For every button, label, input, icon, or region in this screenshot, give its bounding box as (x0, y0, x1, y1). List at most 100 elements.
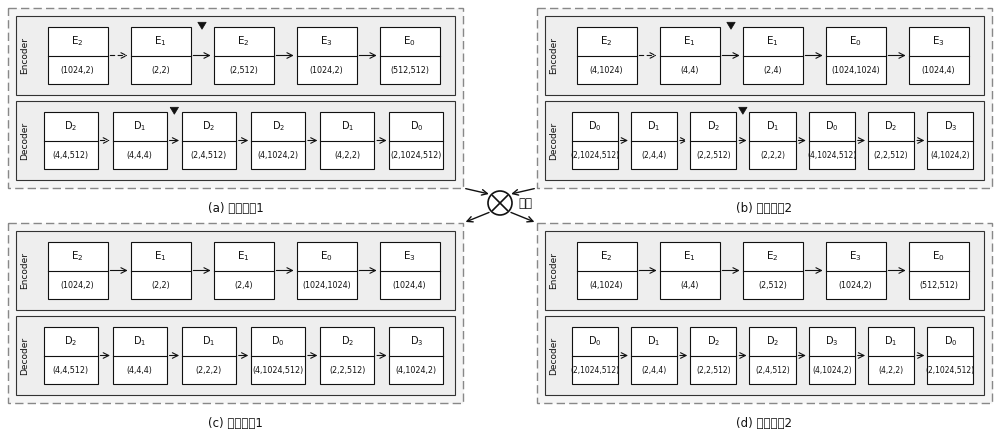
Text: Decoder: Decoder (20, 121, 30, 159)
Text: Encoder: Encoder (20, 252, 30, 289)
Text: (2,4,4): (2,4,4) (641, 366, 667, 375)
Text: $\mathregular{E}_{1}$: $\mathregular{E}_{1}$ (154, 35, 167, 48)
Bar (380, 27, 440, 84)
Bar (320, 112, 374, 169)
Bar (572, 112, 618, 169)
Text: $\mathregular{D}_{0}$: $\mathregular{D}_{0}$ (410, 119, 423, 133)
Text: (2,4,512): (2,4,512) (191, 152, 227, 160)
Bar (380, 242, 440, 299)
Text: (512,512): (512,512) (919, 281, 958, 290)
Text: (c) 子代个体1: (c) 子代个体1 (208, 417, 263, 430)
Text: $\mathregular{E}_{1}$: $\mathregular{E}_{1}$ (154, 249, 167, 263)
Text: $\mathregular{E}_{0}$: $\mathregular{E}_{0}$ (403, 35, 416, 48)
Bar (545, 316, 984, 395)
Text: $\mathregular{E}_{2}$: $\mathregular{E}_{2}$ (71, 35, 84, 48)
Bar (809, 327, 855, 384)
Bar (16, 231, 455, 310)
Text: (2,2,512): (2,2,512) (696, 152, 731, 160)
Text: $\mathregular{E}_{3}$: $\mathregular{E}_{3}$ (849, 249, 862, 263)
Text: (1024,2): (1024,2) (61, 281, 94, 290)
Text: (2,2,2): (2,2,2) (760, 152, 785, 160)
Text: (2,2,2): (2,2,2) (196, 366, 222, 375)
Bar (389, 112, 443, 169)
Bar (113, 112, 167, 169)
Text: $\mathregular{D}_{3}$: $\mathregular{D}_{3}$ (944, 119, 957, 133)
Bar (44, 327, 98, 384)
Text: (2,1024,512): (2,1024,512) (570, 366, 619, 375)
Bar (927, 327, 973, 384)
Bar (545, 16, 984, 95)
Text: (1024,2): (1024,2) (310, 66, 343, 75)
Text: (2,1024,512): (2,1024,512) (926, 366, 975, 375)
Bar (908, 242, 968, 299)
Bar (545, 231, 984, 310)
Text: (2,4,512): (2,4,512) (755, 366, 790, 375)
Bar (48, 242, 108, 299)
Bar (690, 112, 736, 169)
Text: $\mathregular{D}_{0}$: $\mathregular{D}_{0}$ (588, 119, 601, 133)
Text: $\mathregular{E}_{0}$: $\mathregular{E}_{0}$ (849, 35, 862, 48)
Bar (537, 223, 992, 403)
Bar (113, 327, 167, 384)
Bar (8, 223, 463, 403)
Text: (2,4): (2,4) (763, 66, 782, 75)
Bar (572, 327, 618, 384)
Bar (48, 27, 108, 84)
Text: (2,1024,512): (2,1024,512) (391, 152, 442, 160)
Text: $\mathregular{D}_{2}$: $\mathregular{D}_{2}$ (64, 334, 77, 348)
Text: (4,2,2): (4,2,2) (879, 366, 904, 375)
Polygon shape (198, 22, 206, 29)
Text: $\mathregular{E}_{3}$: $\mathregular{E}_{3}$ (403, 249, 416, 263)
Text: (2,1024,512): (2,1024,512) (570, 152, 619, 160)
Bar (742, 242, 802, 299)
Text: (1024,2): (1024,2) (839, 281, 872, 290)
Text: (4,1024): (4,1024) (590, 66, 623, 75)
Text: $\mathregular{D}_{3}$: $\mathregular{D}_{3}$ (410, 334, 423, 348)
Text: $\mathregular{E}_{3}$: $\mathregular{E}_{3}$ (320, 35, 333, 48)
Bar (16, 16, 455, 95)
Text: (4,4): (4,4) (680, 66, 699, 75)
Text: (1024,1024): (1024,1024) (831, 66, 880, 75)
Text: $\mathregular{D}_{1}$: $\mathregular{D}_{1}$ (884, 334, 898, 348)
Text: $\mathregular{E}_{2}$: $\mathregular{E}_{2}$ (766, 249, 779, 263)
Bar (44, 112, 98, 169)
Bar (8, 8, 463, 188)
Text: $\mathregular{E}_{3}$: $\mathregular{E}_{3}$ (932, 35, 945, 48)
Text: $\mathregular{D}_{2}$: $\mathregular{D}_{2}$ (884, 119, 898, 133)
Text: (1024,4): (1024,4) (922, 66, 955, 75)
Text: $\mathregular{E}_{1}$: $\mathregular{E}_{1}$ (683, 35, 696, 48)
Text: $\mathregular{D}_{2}$: $\mathregular{D}_{2}$ (766, 334, 779, 348)
Text: $\mathregular{E}_{2}$: $\mathregular{E}_{2}$ (237, 35, 250, 48)
Bar (742, 27, 802, 84)
Text: (1024,1024): (1024,1024) (302, 281, 351, 290)
Bar (214, 27, 274, 84)
Bar (389, 327, 443, 384)
Text: $\mathregular{D}_{0}$: $\mathregular{D}_{0}$ (271, 334, 285, 348)
Text: $\mathregular{D}_{1}$: $\mathregular{D}_{1}$ (341, 119, 354, 133)
Text: (512,512): (512,512) (390, 66, 429, 75)
Text: Encoder: Encoder (20, 37, 30, 74)
Bar (660, 242, 720, 299)
Bar (16, 316, 455, 395)
Text: $\mathregular{E}_{2}$: $\mathregular{E}_{2}$ (600, 249, 613, 263)
Bar (130, 27, 190, 84)
Text: $\mathregular{E}_{2}$: $\mathregular{E}_{2}$ (71, 249, 84, 263)
Bar (182, 112, 236, 169)
Bar (868, 327, 914, 384)
Text: $\mathregular{D}_{1}$: $\mathregular{D}_{1}$ (766, 119, 779, 133)
Text: $\mathregular{D}_{2}$: $\mathregular{D}_{2}$ (202, 119, 215, 133)
Text: $\mathregular{D}_{2}$: $\mathregular{D}_{2}$ (272, 119, 285, 133)
Text: $\mathregular{D}_{0}$: $\mathregular{D}_{0}$ (944, 334, 957, 348)
Text: (4,1024,2): (4,1024,2) (258, 152, 299, 160)
Text: $\mathregular{D}_{3}$: $\mathregular{D}_{3}$ (825, 334, 838, 348)
Text: $\mathregular{D}_{2}$: $\mathregular{D}_{2}$ (64, 119, 77, 133)
Bar (296, 242, 356, 299)
Polygon shape (170, 107, 179, 114)
Text: (a) 父代个体1: (a) 父代个体1 (208, 202, 263, 215)
Text: $\mathregular{E}_{1}$: $\mathregular{E}_{1}$ (766, 35, 779, 48)
Text: (4,1024,2): (4,1024,2) (812, 366, 852, 375)
Bar (16, 101, 455, 180)
Bar (182, 327, 236, 384)
Text: (4,4,4): (4,4,4) (127, 366, 153, 375)
Text: 交叉: 交叉 (518, 197, 532, 210)
